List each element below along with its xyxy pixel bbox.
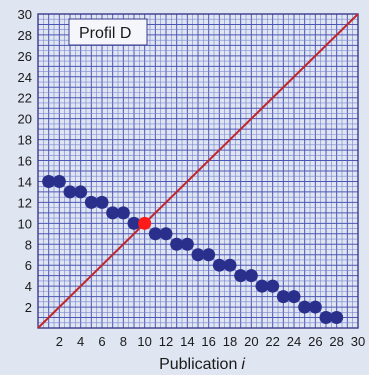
- y-tick-label: 22: [18, 91, 32, 106]
- x-tick-label: 28: [329, 334, 343, 349]
- x-tick-label: 14: [180, 334, 194, 349]
- y-tick-label: 18: [18, 133, 32, 148]
- data-point: [74, 185, 88, 199]
- x-tick-label: 8: [120, 334, 127, 349]
- y-tick-label: 16: [18, 154, 32, 169]
- x-axis-label: Publication i: [159, 356, 245, 373]
- data-point: [223, 258, 237, 272]
- data-point: [255, 279, 269, 293]
- data-point: [266, 279, 280, 293]
- x-tick-label: 24: [287, 334, 301, 349]
- y-tick-label: 4: [25, 279, 32, 294]
- y-tick-label: 10: [18, 216, 32, 231]
- data-point: [276, 290, 290, 304]
- diagonal-line: [37, 13, 359, 329]
- data-point: [42, 174, 56, 188]
- y-tick-label: 30: [18, 7, 32, 22]
- y-tick-label: 28: [18, 28, 32, 43]
- x-tick-label: 16: [201, 334, 215, 349]
- data-point: [234, 269, 248, 283]
- x-tick-label: 18: [223, 334, 237, 349]
- y-tick-label: 12: [18, 195, 32, 210]
- data-point: [191, 248, 205, 262]
- diagonal-reference-line: [37, 13, 359, 329]
- data-point: [319, 311, 333, 325]
- data-point: [244, 269, 258, 283]
- x-tick-label: 20: [244, 334, 258, 349]
- y-tick-label: 2: [25, 300, 32, 315]
- data-point: [106, 206, 120, 220]
- data-point: [148, 227, 162, 241]
- data-point: [330, 311, 344, 325]
- profile-label-box: Profil D: [68, 18, 148, 46]
- x-tick-label: 22: [265, 334, 279, 349]
- x-axis-label-text: Publication: [159, 356, 237, 373]
- x-tick-label: 2: [56, 334, 63, 349]
- data-point: [212, 258, 226, 272]
- x-tick-label: 4: [77, 334, 84, 349]
- x-tick-label: 30: [351, 334, 365, 349]
- plot-frame: [37, 13, 359, 329]
- highlight-point: [138, 216, 152, 230]
- data-point: [180, 237, 194, 251]
- data-point: [287, 290, 301, 304]
- profile-label-bg: [68, 18, 148, 46]
- x-tick-label: 26: [308, 334, 322, 349]
- data-point: [159, 227, 173, 241]
- data-point: [52, 174, 66, 188]
- data-point: [202, 248, 216, 262]
- data-point: [63, 185, 77, 199]
- x-tick-labels: 2 4 6 8 10 12 14 16 18 20 22 24 26 28 30: [56, 334, 366, 349]
- x-axis-label-variable: i: [241, 356, 245, 373]
- x-tick-label: 6: [98, 334, 105, 349]
- data-point: [127, 216, 141, 230]
- data-point: [170, 237, 184, 251]
- data-point: [95, 195, 109, 209]
- y-tick-label: 8: [25, 237, 32, 252]
- data-point: [298, 300, 312, 314]
- data-point: [116, 206, 130, 220]
- profile-label: Profil D: [79, 25, 131, 42]
- y-tick-label: 6: [25, 258, 32, 273]
- y-tick-label: 24: [18, 70, 32, 85]
- y-tick-label: 14: [18, 174, 32, 189]
- data-point: [84, 195, 98, 209]
- y-tick-label: 26: [18, 49, 32, 64]
- data-points: [42, 174, 344, 325]
- y-tick-label: 20: [18, 112, 32, 127]
- data-point: [308, 300, 322, 314]
- x-tick-label: 10: [137, 334, 151, 349]
- x-tick-label: 12: [159, 334, 173, 349]
